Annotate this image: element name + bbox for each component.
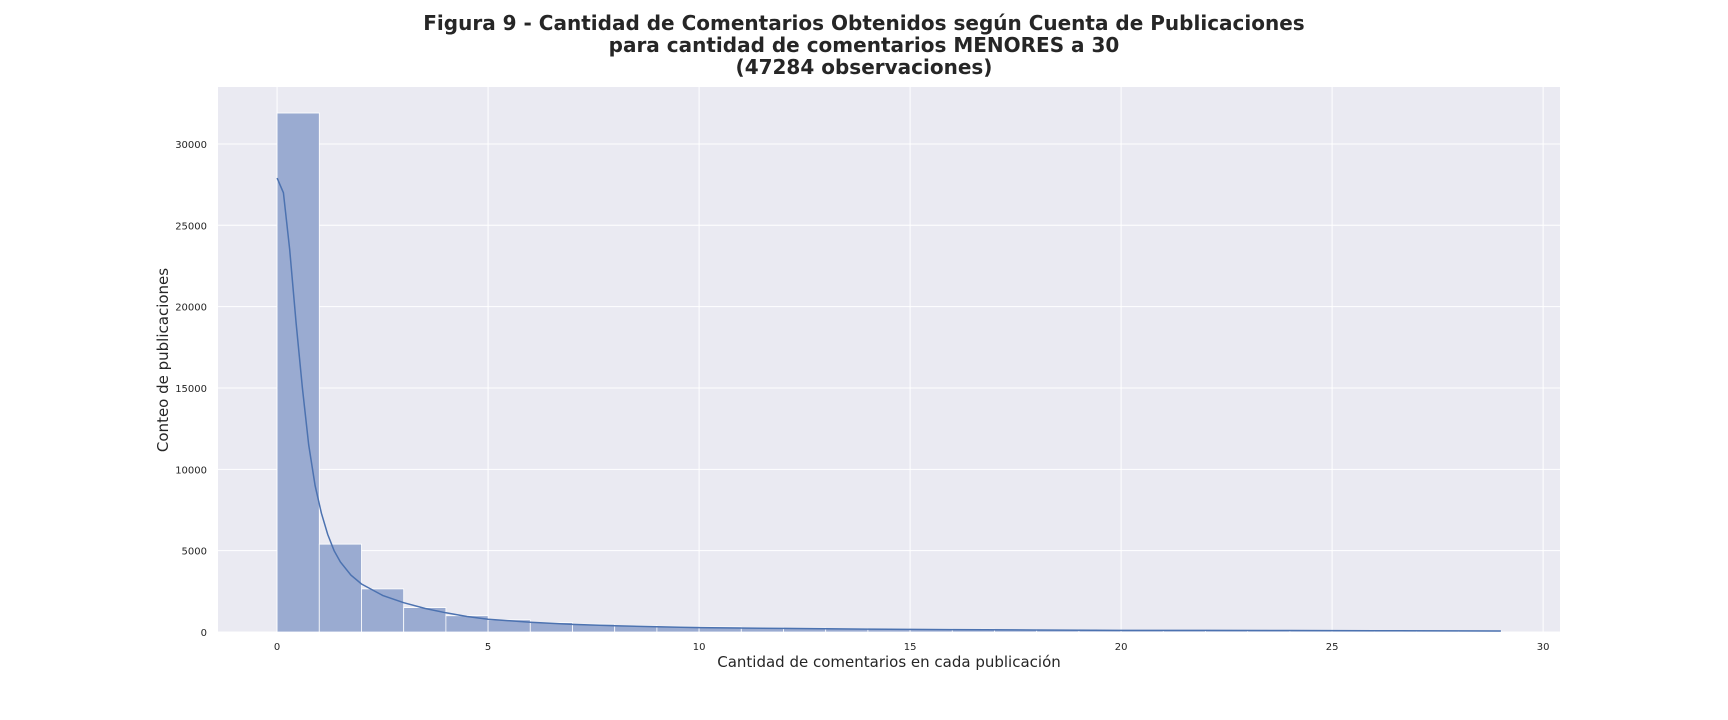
- histogram-bar: [318, 543, 362, 633]
- y-axis-label: Conteo de publicaciones: [154, 268, 172, 452]
- chart-title-line-3: (47284 observaciones): [736, 55, 993, 79]
- y-axis-ticks: 0 5000 10000 15000 20000 25000 30000: [175, 140, 207, 639]
- histogram-bars: [276, 112, 1502, 633]
- x-tick-label: 5: [485, 642, 491, 653]
- y-tick-label: 25000: [175, 221, 207, 232]
- kde-curve: [276, 177, 1501, 632]
- x-tick-label: 0: [274, 642, 280, 653]
- y-tick-label: 30000: [175, 140, 207, 151]
- y-tick-label: 15000: [175, 384, 207, 395]
- y-tick-label: 10000: [175, 465, 207, 476]
- x-tick-label: 20: [1115, 642, 1128, 653]
- plot-area: [218, 87, 1560, 632]
- y-tick-label: 20000: [175, 303, 207, 314]
- x-tick-label: 30: [1537, 642, 1550, 653]
- x-axis-ticks: 0 5 10 15 20 25 30: [274, 642, 1550, 653]
- x-tick-label: 15: [904, 642, 917, 653]
- y-tick-label: 0: [201, 628, 207, 639]
- y-tick-label: 5000: [182, 547, 207, 558]
- x-tick-label: 10: [693, 642, 706, 653]
- x-tick-label: 25: [1326, 642, 1339, 653]
- chart-title-line-2: para cantidad de comentarios MENORES a 3…: [609, 33, 1120, 57]
- chart-title-line-1: Figura 9 - Cantidad de Comentarios Obten…: [423, 11, 1304, 35]
- x-axis-label: Cantidad de comentarios en cada publicac…: [717, 653, 1061, 671]
